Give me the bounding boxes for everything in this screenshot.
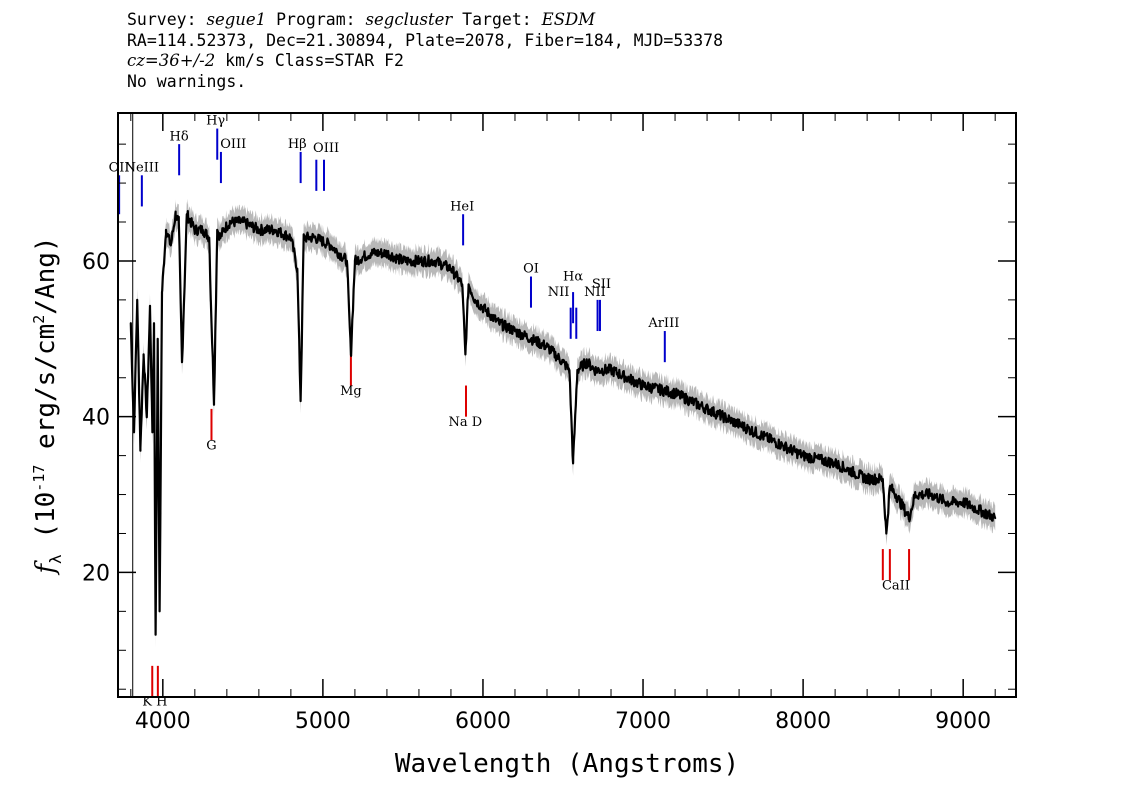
error-band — [130, 198, 996, 648]
target-value: ESDM — [541, 10, 596, 29]
header-line-2: RA=114.52373, Dec=21.30894, Plate=2078, … — [127, 30, 724, 50]
emission-label-12: SII — [592, 277, 611, 292]
y-axis-units-b: erg/s/cm — [31, 324, 61, 465]
absorption-label-4: CaII — [882, 579, 910, 594]
emission-label-6: OIII — [313, 141, 339, 156]
x-tick-label-1: 5000 — [295, 709, 351, 734]
y-axis-exp: -17 — [30, 465, 48, 492]
emission-label-13: ArIII — [647, 316, 679, 331]
emission-label-5: Hβ — [288, 137, 307, 152]
x-tick-label-3: 7000 — [615, 709, 671, 734]
plot-frame — [117, 112, 1017, 698]
emission-label-11: NII — [584, 285, 606, 300]
survey-label: Survey: — [127, 10, 197, 29]
target-label: Target: — [462, 10, 532, 29]
y-axis-exp2: 2 — [30, 315, 48, 324]
spectrum-header: Survey: segue1 Program: segcluster Targe… — [127, 10, 1007, 92]
class-text: km/s Class=STAR F2 — [215, 51, 404, 70]
emission-label-9: NII — [548, 285, 570, 300]
emission-label-0: OII — [109, 160, 130, 175]
emission-label-7: HeI — [450, 199, 474, 214]
absorption-label-2: Mg — [340, 384, 362, 399]
program-label: Program: — [276, 10, 356, 29]
absorption-label-1: G — [206, 438, 216, 453]
emission-label-8: OI — [523, 262, 539, 277]
y-tick-label-0: 20 — [82, 561, 110, 586]
spectrum-series — [129, 210, 997, 636]
y-axis-lambda: λ — [46, 554, 65, 564]
header-line-3: cz=36+/-2 km/s Class=STAR F2 — [127, 51, 1007, 72]
survey-value: segue1 — [206, 10, 267, 29]
emission-label-2: Hδ — [170, 129, 189, 144]
redshift-value: cz=36+/-2 — [127, 51, 216, 70]
x-tick-label-4: 8000 — [775, 709, 831, 734]
axis-ticks: 4000 5000 6000 7000 8000 9000 20 40 60 — [82, 113, 1016, 734]
y-axis-units-a: (10 — [31, 492, 61, 555]
warnings-text: No warnings. — [127, 71, 247, 91]
y-axis-title: fλ (10-17 erg/s/cm2/Ang) — [30, 236, 65, 575]
program-value: segcluster — [365, 10, 453, 29]
y-tick-label-2: 60 — [82, 250, 110, 275]
absorption-label-3: Na D — [449, 415, 483, 430]
x-tick-label-5: 9000 — [935, 709, 991, 734]
emission-label-10: Hα — [563, 269, 583, 284]
y-axis-units-c: /Ang) — [31, 236, 61, 314]
emission-label-4: OIII — [220, 137, 246, 152]
header-line-1: Survey: segue1 Program: segcluster Targe… — [127, 10, 1007, 31]
x-tick-label-2: 6000 — [455, 709, 511, 734]
emission-label-3: Hγ — [206, 114, 225, 129]
error-band-area — [130, 198, 996, 648]
absorption-label-0: K H — [142, 695, 167, 710]
y-tick-label-1: 40 — [82, 406, 110, 431]
x-axis-title: Wavelength (Angstroms) — [395, 749, 739, 779]
x-tick-label-0: 4000 — [135, 709, 191, 734]
spectrum-line — [129, 210, 997, 636]
emission-label-1: NeIII — [125, 160, 159, 175]
